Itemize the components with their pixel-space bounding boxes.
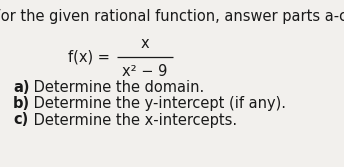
Text: For the given rational function, answer parts a-c.: For the given rational function, answer … <box>0 9 344 24</box>
Text: x² − 9: x² − 9 <box>122 63 168 78</box>
Text: a): a) <box>13 79 30 95</box>
Text: Determine the domain.: Determine the domain. <box>29 79 204 95</box>
Text: b): b) <box>13 96 30 111</box>
Text: Determine the x-intercepts.: Determine the x-intercepts. <box>29 113 237 127</box>
Text: Determine the y-intercept (if any).: Determine the y-intercept (if any). <box>29 96 286 111</box>
Text: c): c) <box>13 113 28 127</box>
Text: f(x) =: f(x) = <box>68 49 110 64</box>
Text: x: x <box>141 37 149 51</box>
